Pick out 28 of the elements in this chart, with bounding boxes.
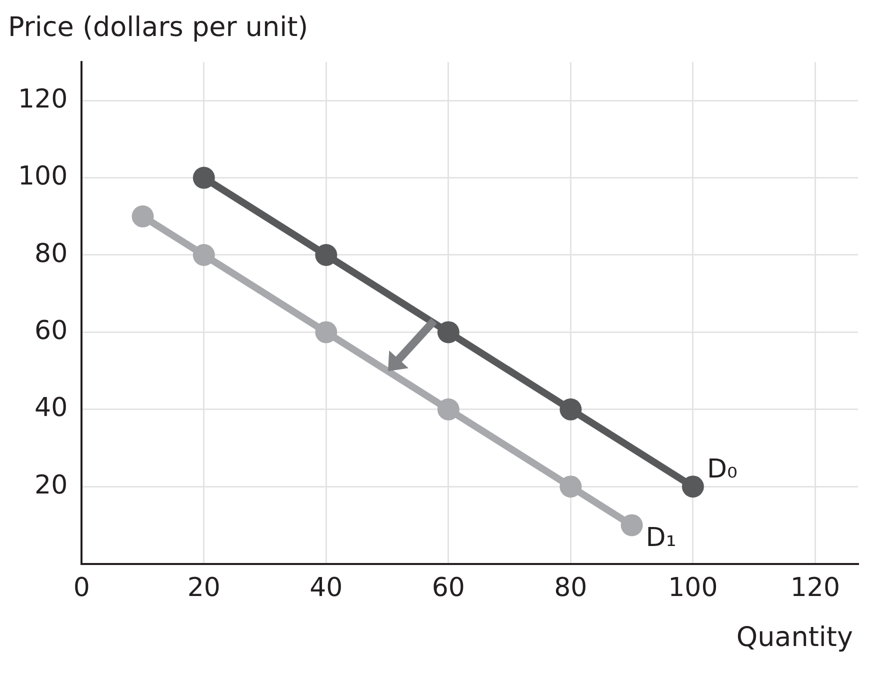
x-axis-title: Quantity xyxy=(736,622,853,653)
point xyxy=(132,205,154,228)
x-tick-label: 60 xyxy=(432,573,465,604)
x-tick-label: 100 xyxy=(668,573,718,604)
point xyxy=(560,398,582,420)
point xyxy=(315,321,338,344)
x-tick-label: 40 xyxy=(310,573,343,604)
point xyxy=(192,244,215,266)
y-tick-label: 20 xyxy=(34,470,68,500)
x-tick-label: 0 xyxy=(73,573,90,604)
point xyxy=(437,398,460,420)
x-tick-label: 120 xyxy=(790,573,840,604)
x-tick-label: 80 xyxy=(554,573,588,604)
y-tick-label: 60 xyxy=(34,316,68,346)
y-tick-label: 40 xyxy=(34,393,68,424)
point xyxy=(437,321,460,344)
point xyxy=(682,476,704,498)
point xyxy=(620,514,643,536)
y-tick-label: 100 xyxy=(18,162,68,192)
point xyxy=(192,166,215,189)
series-label: D₁ xyxy=(646,522,676,553)
point xyxy=(315,244,338,266)
x-tick-label: 20 xyxy=(187,573,220,604)
series-label: D₀ xyxy=(706,454,738,484)
point xyxy=(560,476,582,498)
y-tick-label: 80 xyxy=(34,238,68,269)
y-tick-label: 120 xyxy=(18,84,68,114)
y-axis-title: Price (dollars per unit) xyxy=(8,12,308,43)
